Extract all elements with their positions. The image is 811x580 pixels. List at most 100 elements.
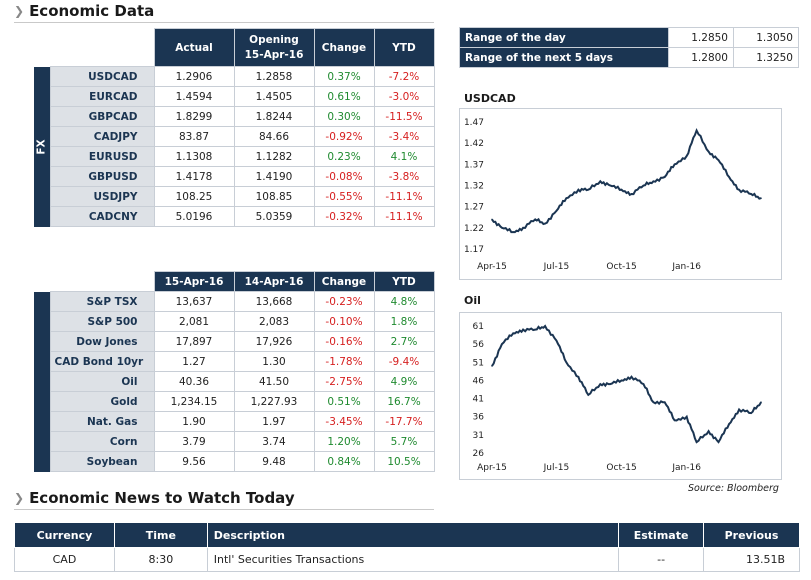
data-point [565,361,568,364]
change-value: -2.75% [313,371,375,392]
x-tick-label: Apr-15 [477,463,507,473]
current-value: 2,081 [153,311,235,332]
actual-value: 1.1308 [153,146,235,167]
col-date-1: 15-Apr-16 [153,271,235,292]
y-tick-label: 56 [473,340,485,350]
data-point [728,423,730,425]
market-row: Soybean 9.56 9.48 0.84% 10.5% [34,451,435,472]
ytd-value: -11.1% [373,186,435,207]
x-tick-label: Apr-15 [477,262,507,272]
usdcad-chart-title: USDCAD [464,92,516,105]
y-tick-label: 1.32 [464,182,484,192]
y-tick-label: 26 [473,449,485,459]
instrument-name: EURCAD [49,86,155,107]
instrument-name: Soybean [49,451,155,472]
change-value: 0.61% [313,86,375,107]
fx-row: USDJPY 108.25 108.85 -0.55% -11.1% [34,186,435,207]
col-date-2: 14-Apr-16 [233,271,315,292]
market-row: Oil 40.36 41.50 -2.75% 4.9% [34,371,435,392]
data-point [577,376,580,378]
change-value: -0.16% [313,331,375,352]
col-change: Change [313,271,375,292]
series-line [491,128,762,234]
range-table: Range of the day 1.2850 1.3050 Range of the… [459,27,799,68]
y-tick-label: 1.47 [464,118,484,128]
y-tick-label: 36 [473,413,485,423]
chevron-right-icon: ❯ [14,491,25,505]
economic-data-label: Economic Data [29,2,155,20]
instrument-name: Gold [49,391,155,412]
opening-value: 1.4505 [233,86,315,107]
actual-value: 1.4178 [153,166,235,187]
instrument-name: EURUSD [49,146,155,167]
data-point [695,129,698,132]
data-point [555,210,558,212]
economic-data-title: ❯ Economic Data [14,2,154,20]
actual-value: 5.0196 [153,206,235,227]
range-row: Range of the next 5 days 1.2800 1.3250 [459,47,799,68]
fx-row: EURCAD 1.4594 1.4505 0.61% -3.0% [34,86,435,107]
x-tick-label: Jul-15 [543,463,570,473]
usdcad-chart: 1.17 1.22 1.27 1.32 1.37 1.42 1.47 Apr-15 Jul-15… [464,118,762,272]
data-point [728,176,730,178]
chevron-right-icon: ❯ [14,4,25,18]
news-previous: 13.51B [703,547,800,572]
ytd-value: -3.4% [373,126,435,147]
previous-value: 1,227.93 [233,391,315,412]
previous-value: 13,668 [233,291,315,312]
range-label: Range of the day [459,27,669,48]
data-point [738,408,740,411]
market-row: Nat. Gas 1.90 1.97 -3.45% -17.7% [34,411,435,432]
change-value: 1.20% [313,431,375,452]
change-value: 0.51% [313,391,375,412]
current-value: 13,637 [153,291,235,312]
col-opening-a: Opening [249,33,299,46]
data-point [609,184,612,187]
data-point [491,365,493,367]
data-point [620,379,623,382]
news-rule [14,509,434,510]
data-point [750,193,752,195]
data-point [544,325,546,327]
data-point [652,401,655,403]
market-row: Dow Jones 17,897 17,926 -0.16% 2.7% [34,331,435,352]
data-point [663,401,666,403]
actual-value: 83.87 [153,126,235,147]
fx-row: CADJPY 83.87 84.66 -0.92% -3.4% [34,126,435,147]
news-description: Intl' Securities Transactions [206,547,620,572]
previous-value: 17,926 [233,331,315,352]
range-low: 1.2800 [668,47,734,68]
instrument-name: S&P TSX [49,291,155,312]
data-point [534,328,536,331]
ytd-value: 5.7% [373,431,435,452]
fx-row: GBPUSD 1.4178 1.4190 -0.08% -3.8% [34,166,435,187]
col-opening-b: 15-Apr-16 [244,48,304,61]
col-description: Description [206,522,620,548]
ytd-value: -17.7% [373,411,435,432]
instrument-name: Nat. Gas [49,411,155,432]
x-tick-label: Oct-15 [606,463,636,473]
current-value: 1,234.15 [153,391,235,412]
data-point [760,197,762,199]
data-point [522,328,524,331]
blank-cell [34,271,50,292]
opening-value: 1.1282 [233,146,315,167]
actual-value: 1.4594 [153,86,235,107]
change-value: -1.78% [313,351,375,372]
instrument-name: Corn [49,431,155,452]
data-point [760,401,762,403]
instrument-name: S&P 500 [49,311,155,332]
opening-value: 5.0359 [233,206,315,227]
data-point [717,159,720,161]
y-tick-label: 1.22 [464,224,484,234]
ytd-value: 4.8% [373,291,435,312]
instrument-name: Dow Jones [49,331,155,352]
x-tick-label: Jul-15 [543,262,570,272]
current-value: 9.56 [153,451,235,472]
data-point [609,383,612,385]
ytd-value: 4.1% [373,146,435,167]
change-value: -0.10% [313,311,375,332]
news-time: 8:30 [113,547,208,572]
data-point [587,188,590,191]
header-rule [14,22,434,23]
